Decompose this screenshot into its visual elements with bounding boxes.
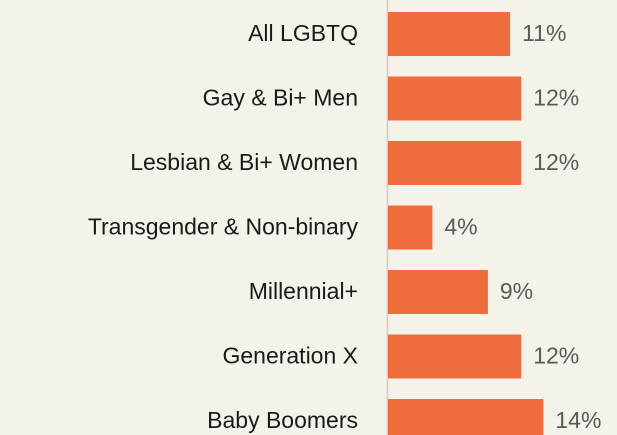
- y-tick-label: Millennial+: [249, 278, 358, 304]
- data-label: 12%: [533, 85, 579, 111]
- data-label: 9%: [500, 278, 533, 304]
- data-label: 4%: [444, 214, 477, 240]
- y-tick-label: Lesbian & Bi+ Women: [130, 149, 358, 175]
- bar: [388, 205, 433, 250]
- y-tick-label: Transgender & Non-binary: [88, 214, 359, 240]
- bar: [388, 76, 522, 121]
- data-label: 12%: [533, 343, 579, 369]
- y-tick-label: Baby Boomers: [207, 407, 358, 433]
- bar: [388, 141, 522, 185]
- bar: [388, 12, 511, 56]
- y-tick-label: Gay & Bi+ Men: [203, 85, 358, 111]
- y-tick-label: All LGBTQ: [248, 20, 358, 46]
- bar: [388, 334, 522, 379]
- y-tick-label: Generation X: [222, 343, 358, 369]
- data-label: 12%: [533, 149, 579, 175]
- bar: [388, 399, 544, 435]
- data-label: 11%: [522, 20, 566, 46]
- data-label: 14%: [555, 407, 601, 433]
- bar: [388, 270, 488, 314]
